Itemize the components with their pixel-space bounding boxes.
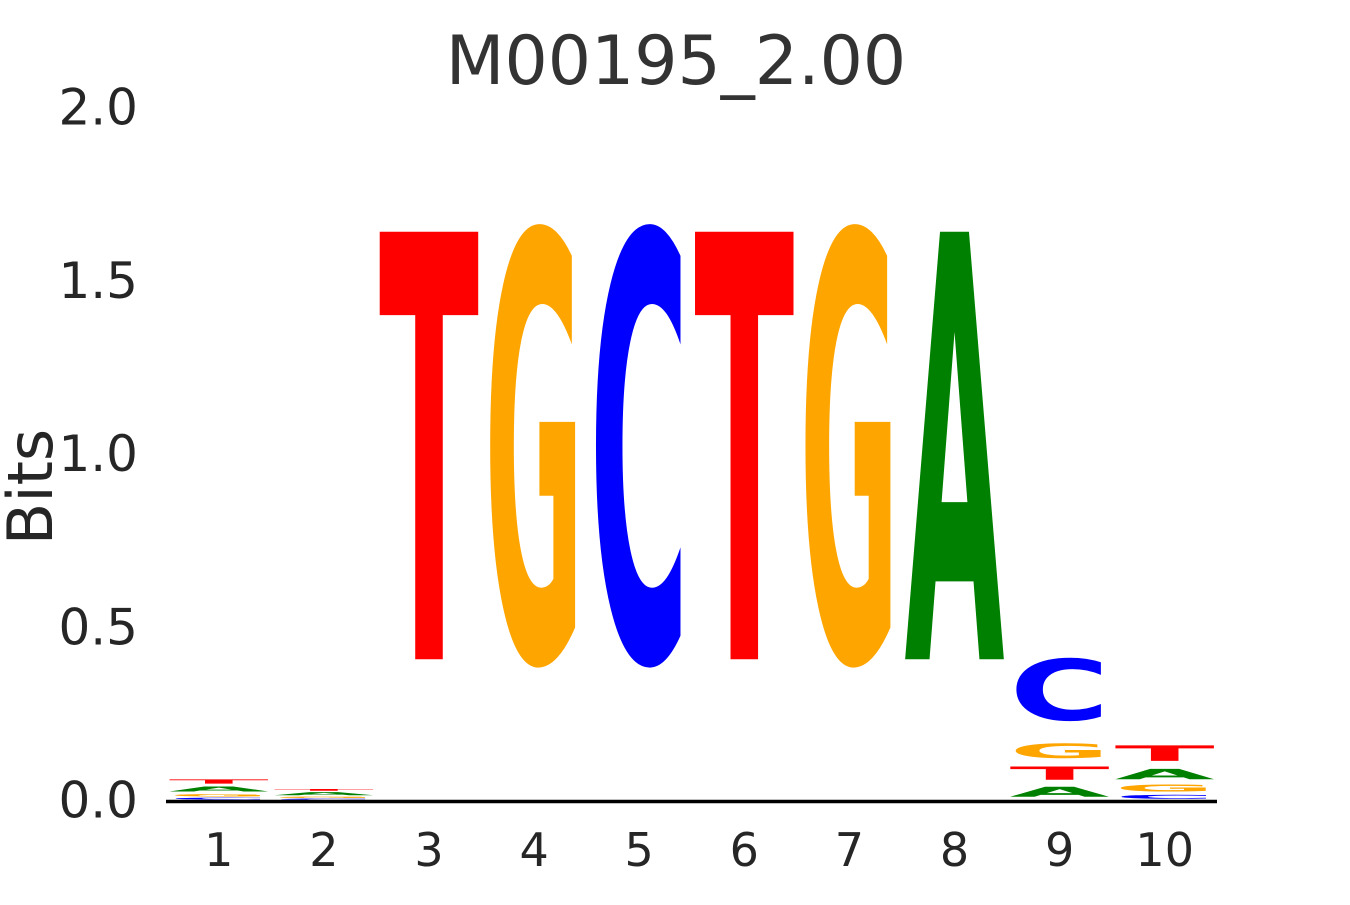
x-tick-label-2: 2 bbox=[309, 823, 338, 877]
logo-letter-G-pos10: G bbox=[1115, 783, 1215, 794]
logo-letter-G-pos1: G bbox=[169, 793, 269, 797]
x-tick-label-10: 10 bbox=[1135, 823, 1194, 877]
chart-title: M00195_2.00 bbox=[446, 22, 906, 101]
y-tick-label-2.0: 2.0 bbox=[58, 79, 138, 137]
x-tick-label-5: 5 bbox=[625, 823, 654, 877]
logo-letter-G-pos4: G bbox=[484, 115, 584, 798]
x-tick-label-3: 3 bbox=[414, 823, 443, 877]
logo-letter-A-pos2: A bbox=[274, 791, 374, 796]
y-axis-tick-labels: 0.0 0.5 1.0 1.5 2.0 bbox=[58, 79, 138, 830]
y-tick-label-0.0: 0.0 bbox=[58, 772, 138, 830]
logo-letter-C-pos2: C bbox=[274, 798, 374, 800]
y-tick-label-1.5: 1.5 bbox=[58, 252, 138, 310]
logo-letter-T-pos10: T bbox=[1115, 741, 1215, 766]
logo-letter-C-pos9: C bbox=[1010, 642, 1110, 740]
x-tick-label-6: 6 bbox=[730, 823, 759, 877]
x-tick-label-1: 1 bbox=[204, 823, 233, 877]
x-tick-label-8: 8 bbox=[940, 823, 969, 877]
logo-letter-A-pos9: A bbox=[1010, 784, 1110, 800]
x-tick-label-9: 9 bbox=[1045, 823, 1074, 877]
logo-letter-T-pos9: T bbox=[1010, 763, 1110, 784]
logo-letter-T-pos1: T bbox=[169, 778, 269, 785]
logo-letter-G-pos2: G bbox=[274, 796, 374, 798]
logo-letter-T-pos3: T bbox=[379, 115, 480, 798]
logo-letter-G-pos7: G bbox=[799, 115, 899, 798]
x-axis-tick-labels: 1 2 3 4 5 6 7 8 9 10 bbox=[204, 823, 1194, 877]
logo-letter-C-pos1: C bbox=[169, 797, 269, 800]
logo-letter-A-pos8: A bbox=[905, 117, 1006, 799]
x-tick-label-4: 4 bbox=[519, 823, 548, 877]
logo-letter-C-pos5: C bbox=[589, 117, 689, 799]
y-tick-label-1.0: 1.0 bbox=[58, 425, 138, 483]
y-tick-label-0.5: 0.5 bbox=[58, 598, 138, 656]
logo-letter-T-pos6: T bbox=[694, 115, 795, 798]
logo-letter-A-pos10: A bbox=[1115, 766, 1215, 783]
logo-letter-T-pos2: T bbox=[274, 789, 374, 792]
logo-letter-A-pos1: A bbox=[169, 785, 269, 793]
logo-letter-G-pos9: G bbox=[1010, 740, 1110, 763]
y-axis-label: Bits bbox=[0, 429, 67, 545]
logo-letter-C-pos10: C bbox=[1115, 794, 1215, 800]
x-tick-label-7: 7 bbox=[835, 823, 864, 877]
